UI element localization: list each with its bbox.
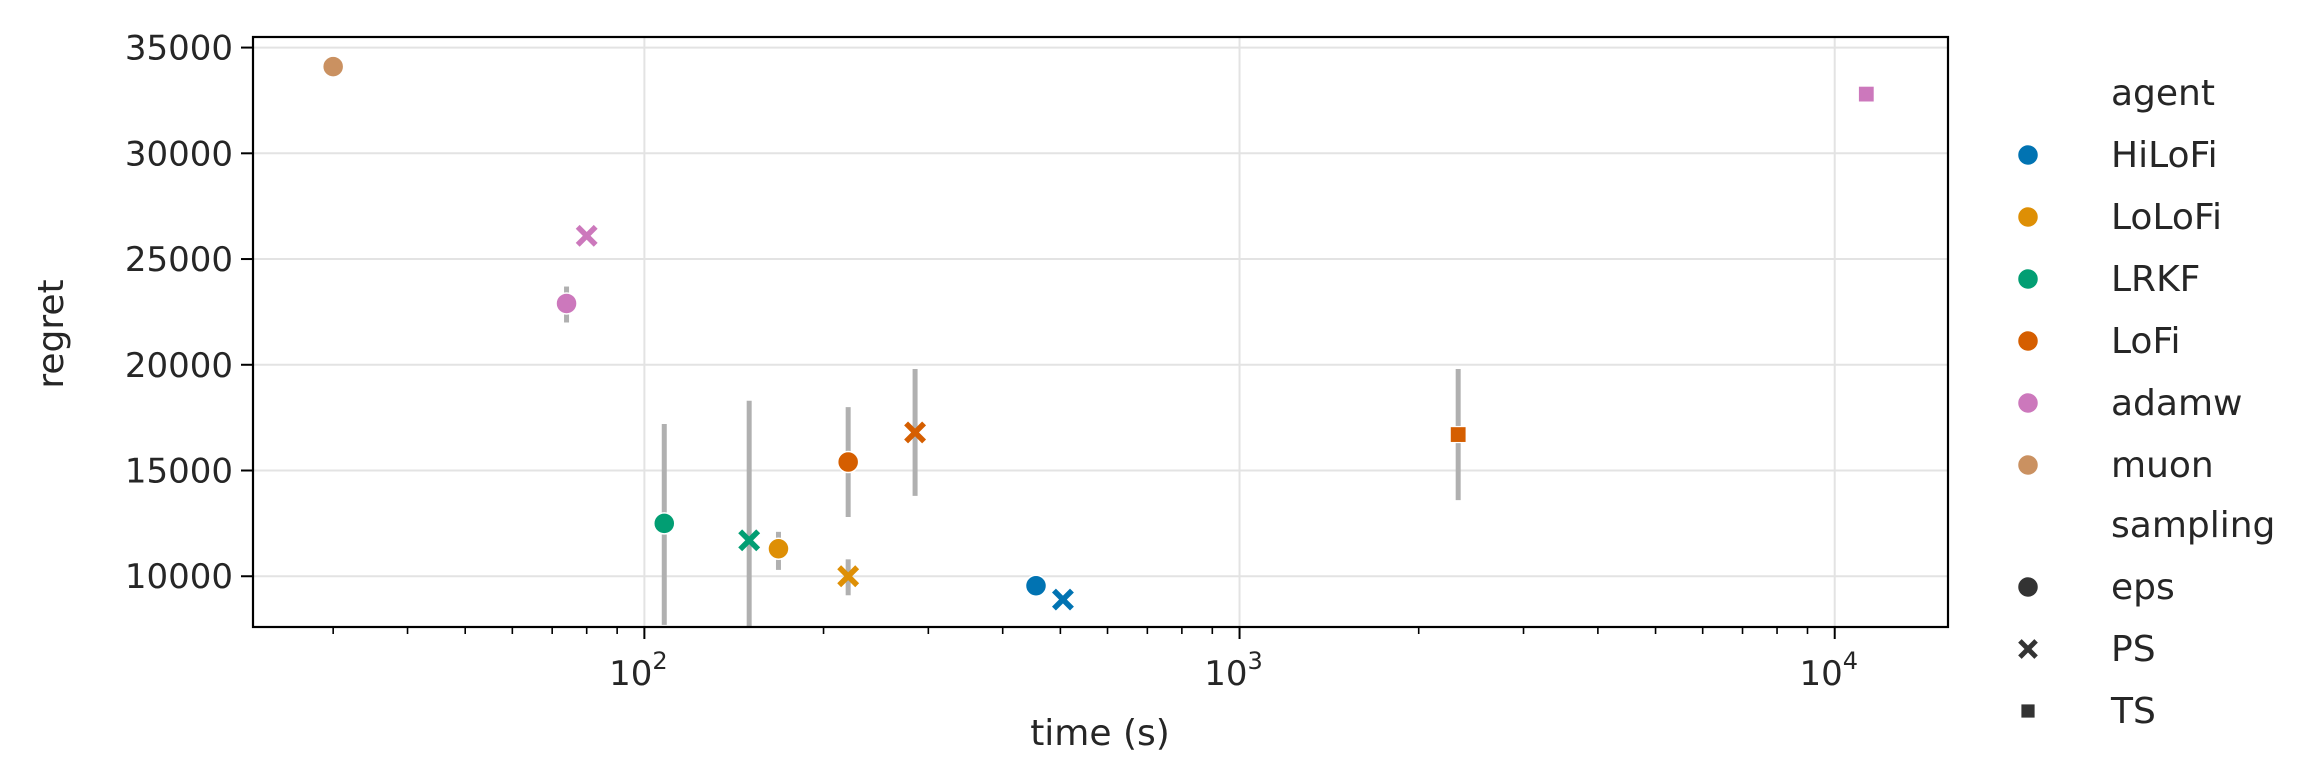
legend-label-eps: eps (2111, 567, 2175, 608)
legend-marker-LRKF (2016, 267, 2040, 291)
y-tick-label: 30000 (125, 134, 233, 174)
point-LoFi-PS (904, 421, 927, 444)
point-HiLoFi-eps (1024, 574, 1048, 598)
legend-marker-TS (2020, 703, 2036, 719)
point-muon-eps (321, 55, 345, 78)
point-LoLoFi-eps (767, 537, 790, 561)
legend: agent sampling HiLoFi LoLoFi LRKF LoFi adamw… (2016, 73, 2275, 732)
legend-marker-adamw (2016, 391, 2040, 415)
legend-marker-PS (2018, 639, 2038, 659)
x-tick-label: 103 (1204, 647, 1263, 694)
x-tick-label: 102 (609, 647, 668, 694)
legend-marker-HiLoFi (2016, 143, 2040, 167)
legend-marker-LoFi (2016, 329, 2040, 353)
x-axis-ticks: 102 103 104 (332, 627, 1858, 694)
legend-label-LoLoFi: LoLoFi (2111, 197, 2222, 238)
y-tick-label: 20000 (125, 346, 233, 386)
point-adamw-TS (1857, 85, 1875, 103)
legend-marker-muon (2016, 453, 2040, 477)
legend-label-PS: PS (2111, 629, 2156, 670)
legend-label-HiLoFi: HiLoFi (2111, 135, 2218, 176)
point-HiLoFi-PS (1052, 588, 1074, 611)
point-LoFi-eps (836, 450, 860, 474)
point-LRKF-eps (653, 512, 676, 535)
point-LRKF-PS (738, 529, 761, 552)
legend-label-muon: muon (2111, 445, 2214, 486)
point-adamw-PS (575, 224, 598, 247)
point-LoFi-TS (1449, 425, 1467, 444)
legend-label-TS: TS (2110, 691, 2156, 732)
point-LoLoFi-PS (837, 565, 860, 588)
legend-label-LoFi: LoFi (2111, 321, 2181, 362)
legend-marker-LoLoFi (2016, 205, 2040, 229)
legend-title-sampling: sampling (2111, 505, 2275, 546)
legend-label-LRKF: LRKF (2111, 259, 2200, 300)
x-axis-label: time (s) (1030, 713, 1170, 754)
legend-title-agent: agent (2111, 73, 2215, 114)
legend-label-adamw: adamw (2111, 383, 2242, 424)
y-tick-label: 15000 (125, 452, 233, 492)
legend-marker-eps (2016, 575, 2040, 599)
plot-frame (251, 35, 1950, 629)
y-axis-label: regret (31, 279, 72, 388)
y-tick-label: 10000 (125, 557, 233, 597)
data-points (321, 55, 1875, 611)
point-adamw-eps (555, 292, 578, 315)
grid-lines (253, 37, 1948, 627)
y-axis-ticks: 10000 15000 20000 25000 30000 35000 (125, 29, 253, 597)
y-tick-label: 25000 (125, 240, 233, 280)
x-tick-label: 104 (1799, 647, 1858, 694)
y-tick-label: 35000 (125, 29, 233, 69)
